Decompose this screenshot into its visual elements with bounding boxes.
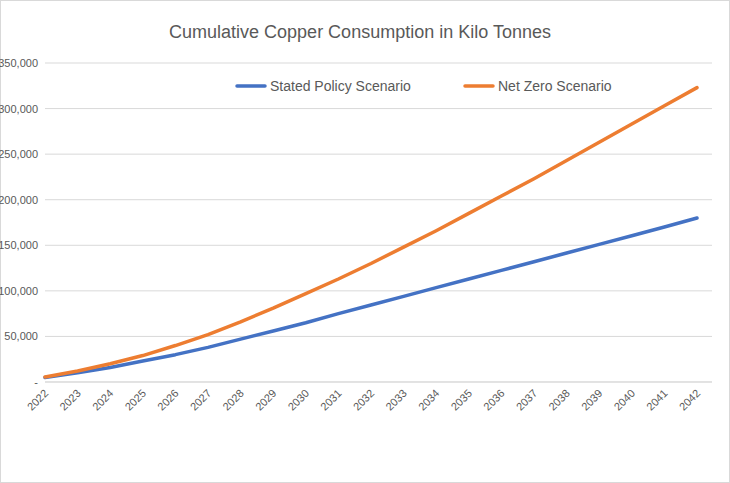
series-line — [45, 218, 697, 378]
x-tick-label: 2029 — [253, 387, 279, 413]
x-tick-label: 2031 — [318, 387, 344, 413]
chart-container: Cumulative Copper Consumption in Kilo To… — [0, 0, 730, 483]
x-tick-label: 2034 — [416, 387, 442, 413]
grid-line — [45, 199, 712, 200]
x-tick-label: 2024 — [90, 387, 116, 413]
x-tick-label: 2030 — [285, 387, 311, 413]
y-tick-label: 300,000 — [0, 103, 38, 115]
x-tick-label: 2037 — [514, 387, 540, 413]
x-tick-label: 2023 — [57, 387, 83, 413]
x-tick-label: 2028 — [220, 387, 246, 413]
grid-line — [45, 154, 712, 155]
legend-swatch — [237, 84, 265, 88]
x-tick-label: 2039 — [579, 387, 605, 413]
y-tick-label: 50,000 — [4, 330, 38, 342]
y-tick-label: - — [34, 376, 38, 388]
series-group — [45, 88, 697, 378]
x-tick-label: 2038 — [546, 387, 572, 413]
x-tick-label: 2027 — [188, 387, 214, 413]
x-tick-label: 2040 — [611, 387, 637, 413]
grid-line — [45, 245, 712, 246]
y-tick-label: 350,000 — [0, 57, 38, 69]
y-tick-label: 250,000 — [0, 148, 38, 160]
grid-line — [45, 108, 712, 109]
chart-svg: Cumulative Copper Consumption in Kilo To… — [0, 0, 730, 483]
x-tick-label: 2022 — [25, 387, 51, 413]
x-tick-label: 2042 — [677, 387, 703, 413]
legend-swatch — [465, 84, 493, 88]
x-tick-label: 2035 — [448, 387, 474, 413]
series-line — [45, 88, 697, 377]
chart-title: Cumulative Copper Consumption in Kilo To… — [169, 22, 551, 42]
y-tick-label: 200,000 — [0, 194, 38, 206]
grid-line — [45, 63, 712, 64]
chart-border — [1, 1, 730, 483]
y-tick-label: 100,000 — [0, 285, 38, 297]
x-tick-label: 2041 — [644, 387, 670, 413]
grid-line — [45, 382, 712, 383]
x-tick-label: 2025 — [122, 387, 148, 413]
grid-line — [45, 336, 712, 337]
x-tick-label: 2026 — [155, 387, 181, 413]
x-tick-label: 2033 — [383, 387, 409, 413]
x-tick-label: 2032 — [351, 387, 377, 413]
y-tick-label: 150,000 — [0, 239, 38, 251]
x-tick-label: 2036 — [481, 387, 507, 413]
legend-label: Stated Policy Scenario — [270, 78, 411, 94]
grid-line — [45, 290, 712, 291]
legend-label: Net Zero Scenario — [498, 78, 612, 94]
legend: Stated Policy Scenario Net Zero Scenario — [237, 78, 612, 94]
x-axis-line — [45, 382, 712, 383]
